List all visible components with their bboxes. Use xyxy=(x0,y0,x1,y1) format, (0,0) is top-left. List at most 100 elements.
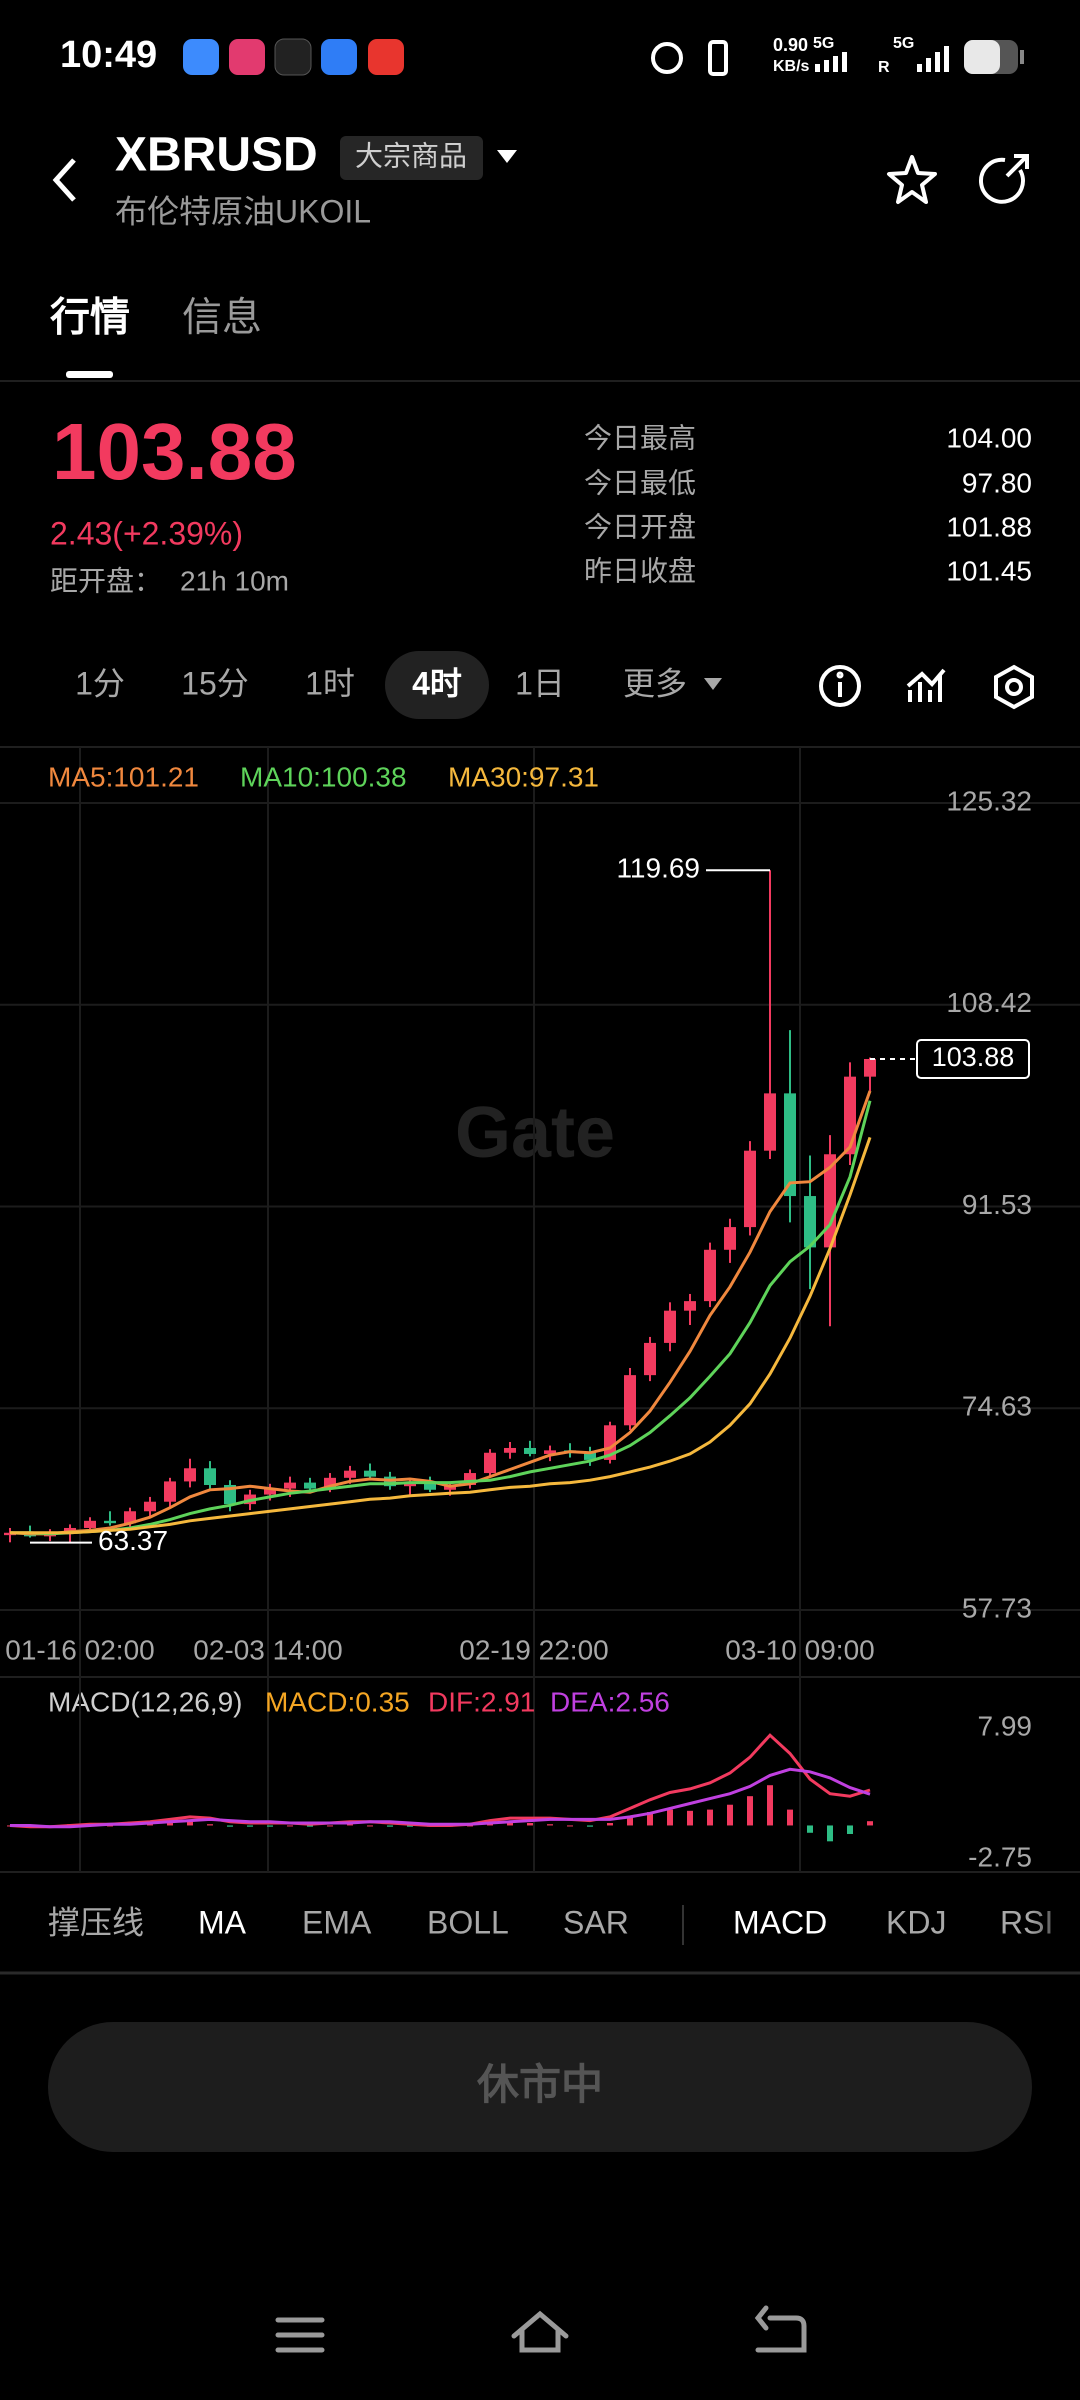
status-time: 10:49 xyxy=(60,34,157,76)
last-price: 103.88 xyxy=(52,407,297,496)
timeframe-active-bg xyxy=(385,651,489,719)
candle-body xyxy=(264,1488,276,1495)
candle-body xyxy=(164,1481,176,1502)
candle-body xyxy=(64,1527,76,1532)
macd-bar xyxy=(227,1825,233,1827)
stats: 今日最高 104.00 今日最低 97.80 今日开盘 101.88 昨日收盘 101.… xyxy=(584,422,1032,586)
indicator-button[interactable] xyxy=(906,668,946,702)
candle-body xyxy=(824,1154,836,1248)
legend-entry: MA30:97.31 xyxy=(448,761,599,792)
indicator-tab[interactable]: EMA xyxy=(302,1904,372,1940)
share-button[interactable] xyxy=(979,154,1029,204)
tab-active[interactable]: 行情 xyxy=(50,296,130,340)
candle-body xyxy=(464,1473,476,1485)
macd-bar xyxy=(467,1825,473,1827)
macd-bar xyxy=(207,1824,213,1826)
macd-bar xyxy=(507,1821,513,1826)
info-button[interactable] xyxy=(819,665,861,707)
tag-bg xyxy=(340,136,483,180)
symbol-dropdown[interactable] xyxy=(497,150,517,163)
indicator-tab[interactable]: SAR xyxy=(563,1904,629,1940)
favorite-button[interactable] xyxy=(887,155,937,204)
candle-body xyxy=(544,1450,556,1454)
last-price-label: 103.88 xyxy=(932,1042,1015,1072)
tab-indicator xyxy=(66,371,113,378)
macd-bar xyxy=(687,1810,693,1826)
timeframe-more[interactable]: 更多 xyxy=(623,665,687,701)
candle-body xyxy=(184,1468,196,1482)
candle-body xyxy=(84,1520,96,1528)
timeframe[interactable]: 1日 xyxy=(515,665,565,701)
candle-body xyxy=(364,1470,376,1477)
legend-entry: MA10:100.38 xyxy=(240,761,407,792)
trade-button[interactable] xyxy=(48,2022,1032,2152)
stat-value: 104.00 xyxy=(946,422,1032,453)
macd-bar xyxy=(587,1825,593,1827)
candle-body xyxy=(784,1093,796,1197)
tab[interactable]: 信息 xyxy=(182,296,262,340)
macd-bar xyxy=(307,1825,313,1827)
more-arrow xyxy=(704,678,722,690)
signal-bars xyxy=(815,46,949,72)
macd-bar xyxy=(167,1823,173,1826)
indicator-title: MACD(12,26,9) xyxy=(48,1686,243,1717)
indicator-tab[interactable]: BOLL xyxy=(427,1904,509,1940)
indicator-tab-active[interactable]: MACD xyxy=(733,1904,827,1940)
candle-body xyxy=(704,1249,716,1302)
x-tick-label: 02-19 22:00 xyxy=(459,1634,608,1665)
candle-body xyxy=(864,1058,876,1077)
back-button[interactable] xyxy=(52,158,76,202)
tag: 大宗商品 xyxy=(355,140,467,171)
settings-button[interactable] xyxy=(994,664,1034,710)
candle-body xyxy=(104,1520,116,1524)
nav-back[interactable] xyxy=(754,2305,807,2353)
indicator-tab[interactable]: 撑压线 xyxy=(48,1904,144,1940)
candle-body xyxy=(724,1227,736,1250)
macd-bar xyxy=(407,1825,413,1827)
macd-bar xyxy=(787,1809,793,1826)
net-speed-unit: KB/s xyxy=(773,58,810,75)
macd-bar xyxy=(527,1823,533,1826)
legend-entry: DEA:2.56 xyxy=(550,1686,670,1717)
macd-bar xyxy=(847,1825,853,1834)
indicator-tab-active[interactable]: MA xyxy=(198,1904,247,1940)
stat-value: 97.80 xyxy=(962,467,1032,498)
timeframe[interactable]: 1分 xyxy=(75,665,125,701)
subtitle: 布伦特原油UKOIL xyxy=(115,193,371,229)
price-change: 2.43(+2.39%) xyxy=(50,515,243,551)
macd-bar xyxy=(347,1824,353,1826)
indicator-tab[interactable]: KDJ xyxy=(886,1904,946,1940)
macd-bar xyxy=(607,1823,613,1826)
stat-label: 今日开盘 xyxy=(584,511,696,542)
stat-label: 今日最低 xyxy=(584,467,696,498)
nav-menu[interactable] xyxy=(275,2317,325,2353)
stat-value: 101.88 xyxy=(946,511,1032,542)
timeframe[interactable]: 1时 xyxy=(305,665,355,701)
macd-bar xyxy=(247,1825,253,1827)
timeframe[interactable]: 15分 xyxy=(181,665,249,701)
macd-bar xyxy=(367,1825,373,1827)
timeframe-active[interactable]: 4时 xyxy=(412,665,462,701)
stat-label: 今日最高 xyxy=(584,422,696,453)
macd-bar xyxy=(647,1812,653,1826)
macd-bar xyxy=(387,1825,393,1827)
candle-body xyxy=(524,1447,536,1454)
open-label: 距开盘： xyxy=(50,565,162,596)
macd-bar xyxy=(867,1821,873,1826)
nav-home[interactable] xyxy=(511,2310,569,2353)
candle-body xyxy=(644,1342,656,1376)
scroll-fade xyxy=(1030,1895,1080,1955)
y-tick-label: 7.99 xyxy=(978,1710,1033,1741)
y-tick-label: 125.32 xyxy=(946,785,1032,816)
candle-body xyxy=(424,1483,436,1490)
x-tick-label: 02-03 14:00 xyxy=(193,1634,342,1665)
y-tick-label: -2.75 xyxy=(968,1841,1032,1872)
status-icons xyxy=(651,40,728,76)
status-app-icons xyxy=(183,38,404,76)
battery xyxy=(964,40,1024,74)
macd-bar xyxy=(727,1804,733,1826)
macd-bar xyxy=(827,1825,833,1842)
macd-bar xyxy=(767,1785,773,1826)
